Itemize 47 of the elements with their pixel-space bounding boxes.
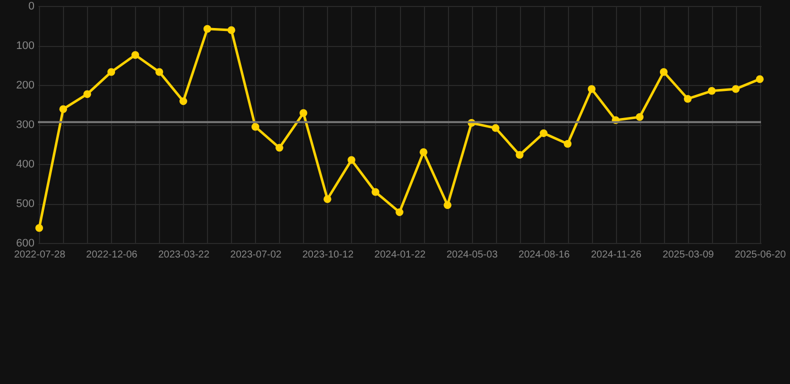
point — [131, 51, 140, 59]
point — [588, 85, 596, 93]
x-tick-label: 2022-12-06 — [86, 250, 138, 260]
point — [444, 201, 452, 209]
x-tick-label: 2024-01-22 — [374, 250, 426, 260]
point — [396, 208, 404, 216]
point — [564, 140, 572, 148]
y-tick-label: 200 — [16, 80, 34, 92]
point — [348, 156, 356, 164]
y-tick-label: 100 — [16, 40, 34, 52]
x-tick-label: 2024-11-26 — [590, 250, 642, 260]
point — [660, 68, 668, 76]
y-tick-label: 0 — [28, 0, 34, 12]
y-tick-label: 400 — [16, 158, 34, 170]
point — [35, 224, 44, 232]
point — [155, 68, 164, 76]
point — [324, 195, 332, 204]
point — [179, 97, 188, 106]
point — [300, 109, 308, 117]
point — [276, 144, 284, 152]
point — [83, 90, 92, 98]
x-tick-label: 2024-08-16 — [518, 250, 570, 260]
x-tick-label: 2023-07-02 — [230, 250, 282, 260]
point — [540, 129, 548, 138]
point — [684, 94, 692, 103]
point — [756, 75, 764, 83]
x-tick-label: 2025-03-09 — [662, 250, 714, 260]
x-tick-label: 2022-07-28 — [14, 250, 66, 260]
x-tick-label: 2023-03-22 — [158, 250, 210, 260]
point — [492, 124, 500, 132]
y-tick-label: 600 — [16, 238, 34, 250]
point — [636, 113, 644, 121]
x-tick-label: 2025-06-20 — [734, 250, 786, 260]
y-tick-label: 500 — [16, 198, 34, 210]
point — [420, 148, 428, 156]
point — [107, 68, 116, 76]
point — [227, 26, 236, 34]
point — [372, 188, 380, 196]
y-tick-label: 300 — [16, 119, 34, 131]
x-tick-label: 2024-05-03 — [446, 250, 498, 260]
point — [732, 85, 740, 93]
point — [203, 25, 212, 33]
point — [59, 105, 68, 113]
x-tick-label: 2023-10-12 — [302, 250, 354, 260]
point — [252, 123, 260, 131]
point — [708, 87, 716, 95]
point — [516, 151, 524, 159]
